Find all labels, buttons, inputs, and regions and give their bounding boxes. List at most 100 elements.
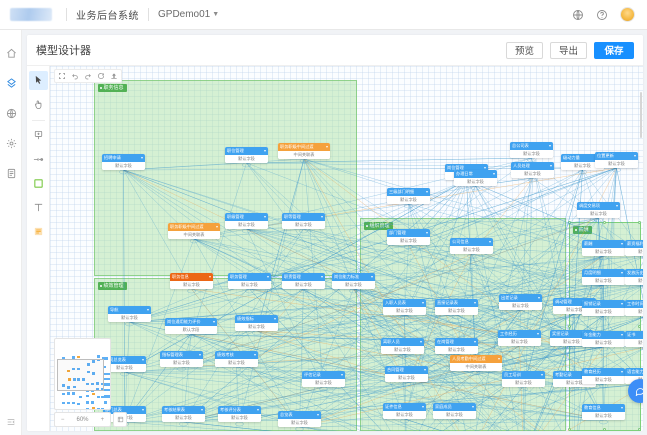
entity-node-header[interactable]: 职位管理 ▾	[225, 147, 268, 155]
zoom-in-button[interactable]: +	[100, 416, 105, 423]
chevron-down-icon[interactable]: ▾	[536, 331, 539, 336]
entity-node[interactable]: 公司总览表 ▾ 默认字段	[103, 356, 146, 372]
entity-node[interactable]: 年金能力 ▾ 默认字段	[582, 331, 625, 347]
entity-node-header[interactable]: 家庭成员 ▾	[433, 403, 476, 411]
save-button[interactable]: 保存	[594, 41, 634, 59]
entity-node-header[interactable]: 公司总览表 ▾	[103, 356, 146, 364]
chevron-down-icon[interactable]: ▾	[620, 369, 623, 374]
chevron-down-icon[interactable]: ▾	[263, 148, 266, 153]
chevron-down-icon[interactable]: ▾	[340, 372, 343, 377]
resize-handle[interactable]	[638, 221, 641, 224]
entity-node-header[interactable]: 在岗管理 ▾	[435, 338, 478, 346]
minimap-viewport[interactable]	[57, 359, 104, 391]
chevron-down-icon[interactable]: ▾	[141, 357, 144, 362]
entity-node-header[interactable]: 工作经历 ▾	[498, 330, 541, 338]
entity-node[interactable]: 评估记录 ▾ 默认字段	[302, 371, 345, 387]
entity-node-header[interactable]: 报销记录 ▾	[582, 300, 625, 308]
entity-node[interactable]: 教育信息 ▾ 默认字段	[582, 404, 625, 420]
chevron-down-icon[interactable]: ▾	[620, 405, 623, 410]
entity-node[interactable]: 直接记录表 ▾ 默认字段	[435, 299, 478, 315]
entity-node-header[interactable]: 人员考勤中间过渡 ▾	[450, 355, 502, 363]
entity-node[interactable]: 家庭成员 ▾ 默认字段	[433, 403, 476, 419]
entity-node[interactable]: 工作经历 ▾ 默认字段	[498, 330, 541, 346]
chevron-down-icon[interactable]: ▾	[141, 407, 144, 412]
entity-node[interactable]: 工作时间▾默认字段	[625, 300, 643, 316]
entity-node-header[interactable]: 薪资福利表▾	[625, 240, 643, 248]
entity-node[interactable]: 证书▾默认字段	[625, 331, 643, 347]
entity-node[interactable]: 在岗管理 ▾ 默认字段	[435, 338, 478, 354]
entity-node-header[interactable]: 员工培训 ▾	[502, 371, 545, 379]
entity-node[interactable]: 发放历史▾默认字段	[625, 269, 643, 285]
chevron-down-icon[interactable]: ▾	[263, 214, 266, 219]
entity-node[interactable]: 职务职级中间过渡 ▾ 中间关联表	[168, 223, 220, 239]
entity-node[interactable]: 人员考勤中间过渡 ▾ 中间关联表	[450, 355, 502, 371]
chevron-down-icon[interactable]: ▾	[615, 203, 618, 208]
entity-node-header[interactable]: 考核结果表 ▾	[162, 406, 205, 414]
chevron-down-icon[interactable]: ▾	[620, 241, 623, 246]
entity-node[interactable]: 绩效考核 ▾ 默认字段	[215, 351, 258, 367]
entity-node-header[interactable]: 总公司表 ▾	[510, 142, 553, 150]
entity-node[interactable]: 考核结果表 ▾ 默认字段	[162, 406, 205, 422]
entity-node[interactable]: 职等管理 ▾ 默认字段	[282, 213, 325, 229]
chevron-down-icon[interactable]: ▾	[370, 274, 373, 279]
entity-node-header[interactable]: 直接记录表 ▾	[435, 299, 478, 307]
entity-node[interactable]: 离职人员 ▾ 默认字段	[381, 338, 424, 354]
sidebar-item-global[interactable]	[0, 98, 22, 128]
entity-node-header[interactable]: 职级管理 ▾	[225, 213, 268, 221]
entity-node[interactable]: 位置更新 ▾ 默认字段	[595, 152, 638, 168]
chevron-down-icon[interactable]: ▾	[273, 316, 276, 321]
select-tool[interactable]	[28, 71, 48, 90]
globe-icon[interactable]	[572, 9, 584, 21]
preview-button[interactable]: 预览	[505, 41, 543, 59]
chevron-down-icon[interactable]: ▾	[497, 356, 500, 361]
entity-node-header[interactable]: 月度明细 ▾	[582, 269, 625, 277]
chevron-down-icon[interactable]: ▾	[215, 224, 218, 229]
entity-node-header[interactable]: 绩效指标 ▾	[235, 315, 278, 323]
entity-node[interactable]: 岗位能力标准 ▾ 默认字段	[332, 273, 375, 289]
chevron-down-icon[interactable]: ▾	[488, 239, 491, 244]
entity-node[interactable]: 证件信息 ▾ 默认字段	[383, 403, 426, 419]
entity-node[interactable]: 职务职级中间过渡 ▾ 中间关联表	[278, 143, 330, 159]
sidebar-item-docs[interactable]	[0, 158, 22, 188]
entity-node-header[interactable]: 岗位能力标准 ▾	[332, 273, 375, 281]
canvas-scrollbar[interactable]	[639, 66, 643, 431]
entity-node[interactable]: 绩效指标 ▾ 默认字段	[235, 315, 278, 331]
entity-node-header[interactable]: 位置更新 ▾	[595, 152, 638, 160]
chevron-down-icon[interactable]: ▾	[419, 339, 422, 344]
chevron-down-icon[interactable]: ▾	[483, 165, 486, 170]
entity-node-header[interactable]: 总览表 ▾	[278, 411, 321, 419]
chevron-down-icon[interactable]: ▾	[266, 274, 269, 279]
entity-node[interactable]: 职位管理 ▾ 默认字段	[225, 147, 268, 163]
entity-node[interactable]: 部门管理 ▾ 默认字段	[387, 229, 430, 245]
entity-node-header[interactable]: 教育经历 ▾	[582, 368, 625, 376]
pan-tool[interactable]	[29, 95, 48, 114]
chevron-down-icon[interactable]: ▾	[549, 163, 552, 168]
entity-node-header[interactable]: 调度交易项 ▾	[577, 202, 620, 210]
entity-node-header[interactable]: 工作时间▾	[625, 300, 643, 308]
minimap[interactable]	[54, 338, 111, 410]
entity-node-header[interactable]: 合同管理 ▾	[385, 366, 428, 374]
group-rect-tool[interactable]	[29, 174, 48, 193]
upload-icon[interactable]	[110, 72, 118, 80]
zoom-fit-button[interactable]	[113, 412, 127, 427]
chevron-down-icon[interactable]: ▾	[198, 352, 201, 357]
brand-logo[interactable]	[10, 8, 52, 21]
entity-node[interactable]: 教育经历 ▾ 默认字段	[582, 368, 625, 384]
entity-node-header[interactable]: 职务职级中间过渡 ▾	[168, 223, 220, 231]
chevron-down-icon[interactable]: ▾	[473, 339, 476, 344]
chevron-down-icon[interactable]: ▾	[620, 332, 623, 337]
entity-node-header[interactable]: 年金能力 ▾	[582, 331, 625, 339]
project-selector[interactable]: GPDemo01 ▼	[158, 9, 219, 20]
entity-node-header[interactable]: 职责管理 ▾	[282, 273, 325, 281]
entity-node-header[interactable]: 证书▾	[625, 331, 643, 339]
entity-node[interactable]: 指标管理表 ▾ 默认字段	[160, 351, 203, 367]
chevron-down-icon[interactable]: ▾	[471, 404, 474, 409]
entity-node[interactable]: 入职人员表 ▾ 默认字段	[383, 299, 426, 315]
export-button[interactable]: 导出	[549, 41, 587, 59]
chevron-down-icon[interactable]: ▾	[320, 214, 323, 219]
chevron-down-icon[interactable]: ▾	[253, 352, 256, 357]
entity-node[interactable]: 导航 ▾ 默认字段	[108, 306, 151, 322]
entity-node-header[interactable]: 指标管理表 ▾	[160, 351, 203, 359]
chevron-down-icon[interactable]: ▾	[425, 189, 428, 194]
entity-node[interactable]: 级动力量▾默认字段	[561, 154, 604, 170]
